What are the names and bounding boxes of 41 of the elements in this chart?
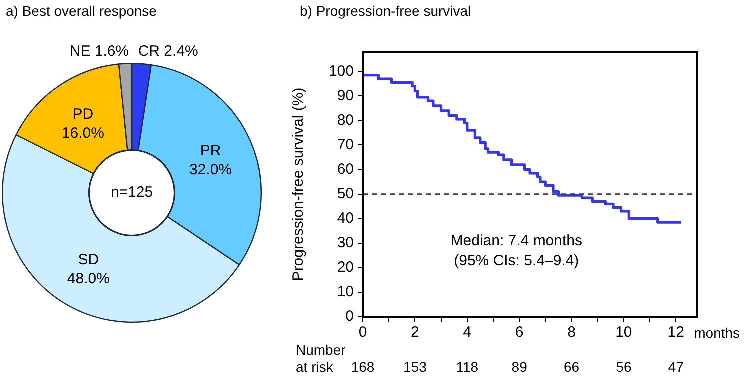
y-tick-label: 90 [337, 87, 354, 104]
x-tick-label: 8 [568, 324, 576, 342]
text: 118 [456, 359, 479, 375]
y-tick-label: 30 [337, 234, 354, 252]
annotation: (95% CIs: 5.4–9.4) [454, 252, 580, 270]
data-label: 48.0% [67, 270, 110, 288]
slice-label: PD [72, 106, 94, 124]
chart-title: b) Progression-free survival [300, 3, 472, 19]
y-tick-label: 50 [337, 185, 354, 202]
y-tick-label: 10 [337, 284, 354, 301]
x-tick-label: 10 [616, 324, 632, 342]
text: 153 [404, 359, 428, 375]
y-tick-label: 100 [328, 62, 354, 80]
data-label: 16.0% [62, 125, 104, 142]
text: 89 [512, 359, 528, 375]
slice-label: PR [200, 142, 222, 160]
x-tick-label: 4 [463, 324, 472, 342]
y-tick-label: 60 [337, 160, 354, 178]
slice-label: NE 1.6% [70, 42, 130, 60]
slice-label: CR 2.4% [138, 42, 198, 60]
x-tick-label: 2 [411, 324, 420, 342]
text: 56 [616, 359, 632, 375]
slice-label: SD [78, 251, 100, 268]
text: Number at risk [296, 342, 346, 375]
y-tick-label: 80 [337, 112, 354, 129]
text: 168 [351, 359, 375, 375]
chart-title: a) Best overall response [6, 3, 158, 19]
x-tick-label: 6 [515, 324, 524, 342]
y-tick-label: 40 [337, 210, 354, 227]
data-label: 32.0% [189, 161, 232, 178]
x-tick-label: 0 [358, 324, 368, 342]
text: n=125 [110, 184, 154, 202]
annotation: Median: 7.4 months [450, 232, 583, 250]
x-axis-title: months [694, 325, 740, 341]
x-tick-label: 12 [668, 324, 684, 342]
text: 66 [564, 359, 580, 375]
text: 47 [668, 359, 684, 375]
y-tick-label: 0 [346, 308, 354, 326]
y-tick-label: 70 [337, 136, 354, 154]
y-axis-title: Progression-free survival (%) [290, 88, 308, 282]
y-tick-label: 20 [337, 259, 354, 276]
